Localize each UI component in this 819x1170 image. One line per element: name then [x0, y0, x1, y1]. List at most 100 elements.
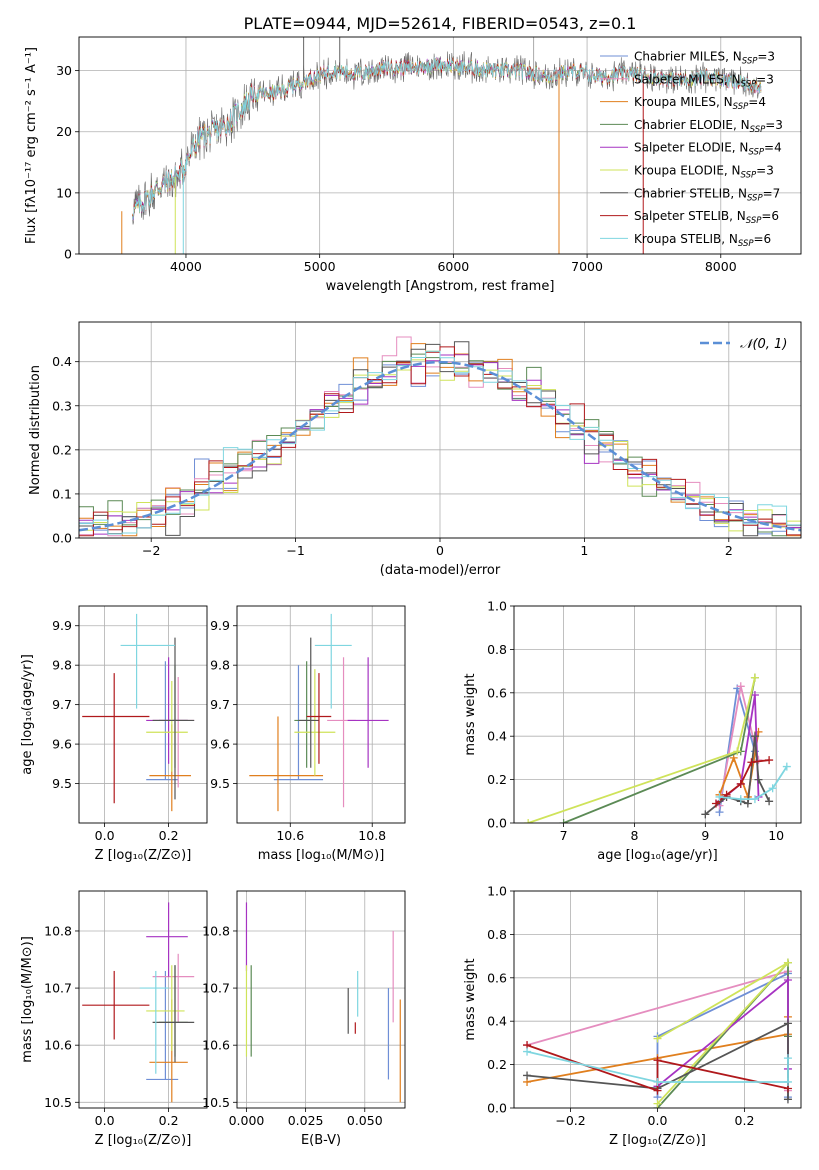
- axes-frame: [78, 605, 208, 824]
- legend-nssp: =3: [765, 118, 783, 132]
- legend-nssp: =3: [757, 50, 775, 64]
- legend-nssp: =6: [761, 209, 779, 223]
- x-tick-label: 0.2: [159, 828, 179, 843]
- x-tick-label: 1: [580, 543, 588, 558]
- axes-frame: [236, 890, 406, 1109]
- data-point: [736, 795, 745, 804]
- panel-spectrum: 4000 5000 6000 7000 8000 0 10 20 30 wavelength [A…: [24, 36, 802, 294]
- data-point: [715, 792, 724, 801]
- x-tick-label: 0.000: [229, 1113, 265, 1128]
- data-point: [523, 1047, 532, 1056]
- data-point: [783, 1077, 792, 1086]
- x-axis-label: Z [log₁₀(Z/Z⊙)]: [95, 1133, 192, 1148]
- x-axis-label: mass [log₁₀(M/M⊙)]: [258, 848, 385, 863]
- y-tick-label: 0.1: [52, 486, 72, 501]
- plot-area: [82, 902, 195, 1103]
- y-tick-label: 0.0: [52, 531, 72, 546]
- x-tick-label: 0.2: [735, 1113, 755, 1128]
- legend-label: Salpeter STELIB, NSSP=6: [634, 209, 779, 226]
- y-tick-label: 10.6: [44, 1038, 72, 1053]
- x-tick-label: −0.2: [555, 1113, 585, 1128]
- x-tick-label: 10.8: [358, 828, 386, 843]
- x-tick-label: 8: [630, 828, 638, 843]
- data-point: [782, 762, 791, 771]
- panel-massweight-vs-age: 7 8 9 10 0.0 0.2 0.4 0.6 0.8 1.0 age [log₁₀(age/yr…: [463, 599, 802, 863]
- legend-label: Salpeter ELODIE, NSSP=4: [634, 141, 782, 158]
- y-tick-label: 20: [56, 124, 72, 139]
- x-axis-label: Z [log₁₀(Z/Z⊙)]: [95, 848, 192, 863]
- y-tick-label: 0.6: [487, 970, 507, 985]
- plot-area: [523, 958, 792, 1108]
- x-tick-label: 9: [701, 828, 709, 843]
- legend-label: Chabrier MILES, NSSP=3: [634, 50, 775, 67]
- y-tick-label: 0.4: [52, 354, 72, 369]
- legend-name: Chabrier MILES, N: [634, 50, 742, 64]
- y-tick-label: 9.6: [210, 737, 230, 752]
- legend-name: Kroupa MILES, N: [634, 95, 733, 109]
- data-point: [750, 732, 759, 741]
- legend-label: 𝒩(0, 1): [740, 337, 787, 352]
- x-tick-label: 7000: [571, 259, 603, 274]
- x-tick-label: 0.0: [95, 1113, 115, 1128]
- x-tick-label: −1: [286, 543, 304, 558]
- plot-area: [79, 336, 801, 538]
- y-tick-label: 10: [56, 185, 72, 200]
- y-tick-label: 10.8: [44, 923, 72, 938]
- data-point: [653, 1077, 662, 1086]
- series-line: [526, 1044, 789, 1092]
- x-axis-label: wavelength [Angstrom, rest frame]: [326, 279, 555, 294]
- legend-nssp: =4: [764, 141, 782, 155]
- legend-label: Salpeter MILES, NSSP=3: [634, 72, 774, 89]
- legend-name: Salpeter MILES, N: [634, 72, 741, 86]
- data-point: [523, 1071, 532, 1080]
- data-point: [653, 1056, 662, 1065]
- x-axis-label: (data-model)/error: [380, 563, 501, 578]
- y-axis-label: mass weight: [463, 673, 478, 755]
- data-point: [750, 690, 759, 699]
- x-tick-label: 0.0: [648, 1113, 668, 1128]
- y-tick-label: 0.2: [487, 1057, 507, 1072]
- x-tick-label: 0.050: [347, 1113, 383, 1128]
- x-tick-label: 8000: [705, 259, 737, 274]
- x-tick-label: 10.6: [276, 828, 304, 843]
- legend-sub: SSP: [742, 57, 758, 67]
- y-tick-label: 9.7: [210, 697, 230, 712]
- panel-mass-vs-Z: 0.0 0.2 10.5 10.6 10.7 10.8 Z [log₁₀(Z/Z⊙)] mas…: [20, 890, 208, 1148]
- data-point: [736, 779, 745, 788]
- y-tick-label: 10.7: [44, 981, 72, 996]
- spectrum-series: [132, 57, 762, 220]
- data-point: [783, 1019, 792, 1028]
- legend-sub: SSP: [733, 102, 749, 112]
- x-tick-label: 10: [768, 828, 784, 843]
- y-tick-label: 0.4: [487, 729, 507, 744]
- y-tick-label: 0.2: [487, 772, 507, 787]
- x-tick-label: 4000: [170, 259, 202, 274]
- y-tick-label: 0.6: [487, 685, 507, 700]
- data-point: [701, 810, 710, 819]
- y-tick-label: 10.5: [202, 1095, 230, 1110]
- plot-area: [245, 902, 401, 1103]
- axes-frame: [78, 890, 208, 1109]
- data-point: [653, 1086, 662, 1095]
- data-point: [765, 797, 774, 806]
- legend-name: Kroupa ELODIE, N: [634, 164, 741, 178]
- y-axis-label: age [log₁₀(age/yr)]: [20, 654, 35, 775]
- data-point: [653, 1099, 662, 1108]
- y-axis-label: Flux [fλ10⁻¹⁷ erg cm⁻² s⁻¹ A⁻¹]: [24, 47, 39, 244]
- data-point: [783, 958, 792, 967]
- y-tick-label: 1.0: [487, 884, 507, 899]
- data-point: [733, 747, 742, 756]
- legend-nssp: =3: [756, 72, 774, 86]
- y-tick-label: 0.0: [487, 1101, 507, 1116]
- x-axis-label: E(B-V): [301, 1133, 341, 1148]
- legend-name: Chabrier ELODIE, N: [634, 118, 750, 132]
- y-tick-label: 0.8: [487, 927, 507, 942]
- y-tick-label: 0.8: [487, 642, 507, 657]
- x-tick-label: 0.2: [159, 1113, 179, 1128]
- plot-area: [249, 613, 389, 812]
- legend-sub: SSP: [741, 171, 757, 181]
- data-point: [559, 819, 568, 823]
- data-point: [765, 756, 774, 765]
- data-point: [783, 1095, 792, 1104]
